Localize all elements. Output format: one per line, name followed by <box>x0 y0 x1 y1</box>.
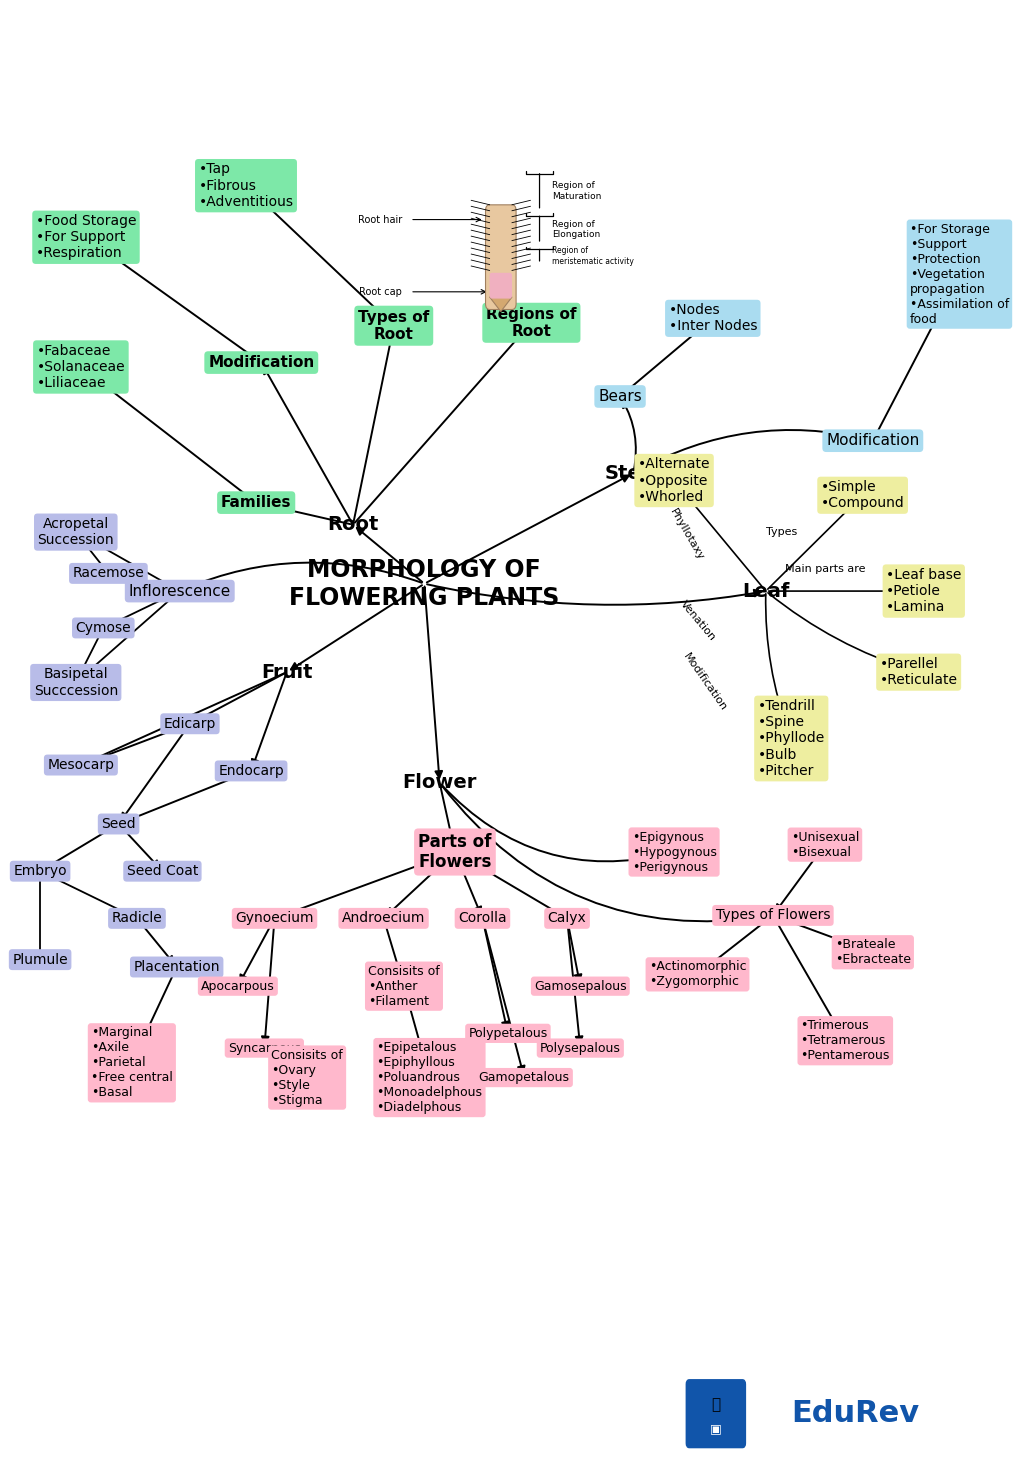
Text: Types of
Root: Types of Root <box>358 310 429 341</box>
Text: •Simple
•Compound: •Simple •Compound <box>821 480 904 511</box>
Text: •Tap
•Fibrous
•Adventitious: •Tap •Fibrous •Adventitious <box>199 162 294 208</box>
Text: EduRev: EduRev <box>792 1399 920 1428</box>
Text: •Alternate
•Opposite
•Whorled: •Alternate •Opposite •Whorled <box>638 458 711 504</box>
Text: 🎓: 🎓 <box>712 1397 721 1412</box>
Text: Mesocarp: Mesocarp <box>47 758 115 772</box>
Text: Modification: Modification <box>208 354 314 371</box>
Text: Venation: Venation <box>678 598 717 642</box>
Text: Modification: Modification <box>826 433 920 448</box>
Text: •Trimerous
•Tetramerous
•Pentamerous: •Trimerous •Tetramerous •Pentamerous <box>801 1019 890 1062</box>
Text: Embryo: Embryo <box>13 864 67 879</box>
Text: Bears: Bears <box>598 388 642 405</box>
Text: Plumule: Plumule <box>12 953 68 966</box>
Text: Inflorescence: Inflorescence <box>129 583 230 598</box>
FancyBboxPatch shape <box>686 1380 745 1447</box>
Text: •For Storage
•Support
•Protection
•Vegetation
propagation
•Assimilation of
food: •For Storage •Support •Protection •Veget… <box>910 223 1009 325</box>
Text: Racemose: Racemose <box>73 566 144 580</box>
FancyBboxPatch shape <box>485 205 516 310</box>
Text: Region of
meristematic activity: Region of meristematic activity <box>552 247 634 266</box>
Text: Gamosepalous: Gamosepalous <box>534 979 627 993</box>
Text: Acropetal
Succession: Acropetal Succession <box>38 517 114 546</box>
Text: MORPHOLOGY OF
FLOWERING PLANTS: MORPHOLOGY OF FLOWERING PLANTS <box>289 558 559 610</box>
Text: •Tendrill
•Spine
•Phyllode
•Bulb
•Pitcher: •Tendrill •Spine •Phyllode •Bulb •Pitche… <box>758 699 825 778</box>
Text: Parts of
Flowers: Parts of Flowers <box>418 833 492 871</box>
Text: •Unisexual
•Bisexual: •Unisexual •Bisexual <box>791 830 859 858</box>
Text: •Marginal
•Axile
•Parietal
•Free central
•Basal: •Marginal •Axile •Parietal •Free central… <box>91 1027 173 1099</box>
Text: •Actinomorphic
•Zygomorphic: •Actinomorphic •Zygomorphic <box>648 960 746 988</box>
Text: Modification: Modification <box>681 651 728 713</box>
Text: Seed Coat: Seed Coat <box>127 864 198 879</box>
Text: Consisits of
•Ovary
•Style
•Stigma: Consisits of •Ovary •Style •Stigma <box>271 1049 343 1106</box>
Text: Polypetalous: Polypetalous <box>468 1027 548 1040</box>
Text: •Food Storage
•For Support
•Respiration: •Food Storage •For Support •Respiration <box>36 214 136 260</box>
Text: Fruit: Fruit <box>261 663 312 682</box>
Text: Gynoecium: Gynoecium <box>236 911 313 926</box>
Text: Main parts are: Main parts are <box>784 564 865 575</box>
Polygon shape <box>489 297 512 312</box>
Text: Region of
Elongation: Region of Elongation <box>552 220 600 239</box>
Text: Polysepalous: Polysepalous <box>540 1041 621 1055</box>
Text: Corolla: Corolla <box>458 911 507 926</box>
Text: Gamopetalous: Gamopetalous <box>479 1071 569 1084</box>
Text: Regions of
Root: Regions of Root <box>486 307 577 338</box>
Text: Radicle: Radicle <box>112 911 163 926</box>
Text: Syncarpous: Syncarpous <box>228 1041 301 1055</box>
Text: Leaf: Leaf <box>742 582 790 601</box>
Text: Root cap: Root cap <box>359 287 402 297</box>
FancyBboxPatch shape <box>489 273 512 298</box>
Text: Root: Root <box>328 515 379 535</box>
Text: Endocarp: Endocarp <box>218 764 284 778</box>
Text: •Epipetalous
•Epiphyllous
•Poluandrous
•Monoadelphous
•Diadelphous: •Epipetalous •Epiphyllous •Poluandrous •… <box>377 1041 482 1114</box>
Text: Cymose: Cymose <box>76 620 131 635</box>
Text: •Epigynous
•Hypogynous
•Perigynous: •Epigynous •Hypogynous •Perigynous <box>632 830 717 873</box>
Text: •Brateale
•Ebracteate: •Brateale •Ebracteate <box>835 938 910 966</box>
Text: •Fabaceae
•Solanaceae
•Liliaceae: •Fabaceae •Solanaceae •Liliaceae <box>37 344 125 390</box>
Text: Basipetal
Succcession: Basipetal Succcession <box>34 668 118 697</box>
Text: Families: Families <box>221 495 292 510</box>
Text: Types: Types <box>767 527 798 538</box>
Text: Placentation: Placentation <box>133 960 220 973</box>
Text: Consisits of
•Anther
•Filament: Consisits of •Anther •Filament <box>368 964 440 1007</box>
Text: Androecium: Androecium <box>342 911 425 926</box>
Text: Phyllotaxy: Phyllotaxy <box>668 508 706 563</box>
Text: Region of
Maturation: Region of Maturation <box>552 182 601 201</box>
Text: Calyx: Calyx <box>548 911 587 926</box>
Text: Seed: Seed <box>101 817 136 832</box>
Text: •Leaf base
•Petiole
•Lamina: •Leaf base •Petiole •Lamina <box>886 567 962 614</box>
Text: Types of Flowers: Types of Flowers <box>716 908 830 923</box>
Text: Apocarpous: Apocarpous <box>201 979 274 993</box>
Text: Edicarp: Edicarp <box>164 716 216 731</box>
Text: •Nodes
•Inter Nodes: •Nodes •Inter Nodes <box>669 303 757 334</box>
Text: •Parellel
•Reticulate: •Parellel •Reticulate <box>880 657 957 687</box>
Text: ▣: ▣ <box>710 1422 722 1436</box>
Text: Stem: Stem <box>605 464 662 483</box>
Text: Root hair: Root hair <box>357 214 402 225</box>
Text: Flower: Flower <box>402 774 477 792</box>
